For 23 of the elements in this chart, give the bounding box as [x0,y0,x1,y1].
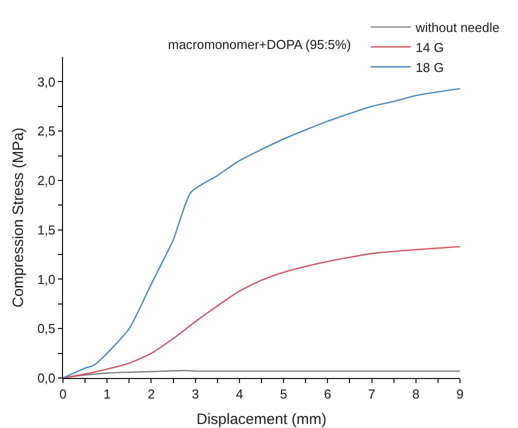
x-tick-label: 7 [368,386,376,402]
legend-label: 14 G [416,40,444,55]
x-tick-label: 0 [59,386,67,402]
y-tick-label: 1,5 [37,222,56,238]
y-axis-title: Compression Stress (MPa) [10,127,27,308]
x-tick-label: 3 [192,386,199,402]
x-tick-label: 4 [236,386,244,402]
x-tick-label: 5 [280,386,288,402]
x-tick-label: 6 [324,386,332,402]
legend-label: without needle [414,20,500,36]
x-tick-label: 2 [148,386,155,402]
legend-label: 18 G [416,60,444,75]
x-axis-title: Displacement (mm) [196,411,327,428]
y-tick-label: 0,0 [37,370,56,386]
y-tick-label: 3,0 [37,74,56,90]
x-tick-label: 8 [412,386,420,402]
x-tick-label: 1 [103,386,111,402]
y-tick-label: 1,0 [37,272,56,287]
y-tick-label: 0,5 [37,321,56,336]
x-tick-label: 9 [456,386,464,402]
y-tick-label: 2,0 [37,173,56,188]
text: macromonomer+DOPA (95:5%) [168,37,351,52]
y-tick-label: 2,5 [37,124,56,139]
